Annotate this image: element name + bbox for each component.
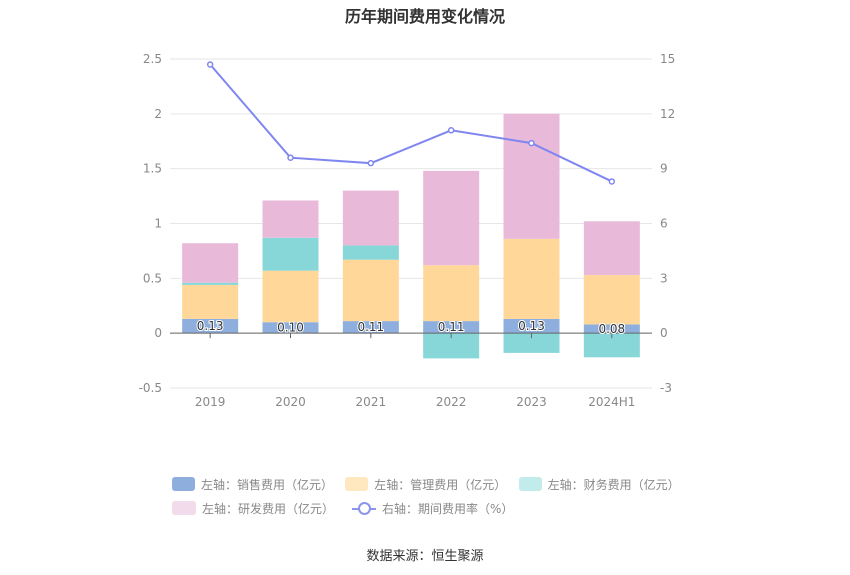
y-left-tick-label: 0.5 bbox=[143, 271, 162, 285]
bar-segment-1 bbox=[503, 318, 560, 334]
legend-item-admin[interactable]: 左轴：管理费用（亿元） bbox=[345, 476, 507, 493]
data-label: 0.13 bbox=[197, 319, 224, 333]
bar-segment-2 bbox=[423, 265, 480, 322]
y-right-tick-label: 12 bbox=[660, 107, 675, 121]
legend-label-finance: 左轴：财务费用（亿元） bbox=[547, 477, 680, 492]
x-tick-label: 2020 bbox=[275, 395, 306, 409]
legend-item-finance[interactable]: 左轴：财务费用（亿元） bbox=[518, 476, 680, 493]
y-right-tick-label: 0 bbox=[660, 326, 668, 340]
legend-row-2: 左轴：研发费用（亿元） 右轴：期间费用率（%） bbox=[172, 496, 692, 520]
expense-rate-point bbox=[287, 154, 294, 161]
bar-segment-2 bbox=[182, 284, 239, 319]
bar-segment-4 bbox=[182, 243, 239, 283]
bar-segment-2 bbox=[503, 238, 560, 319]
legend-swatch-sales bbox=[172, 477, 195, 491]
legend-item-expense-rate[interactable]: 右轴：期间费用率（%） bbox=[352, 500, 513, 517]
legend-line-icon bbox=[352, 501, 377, 515]
expense-rate-point bbox=[447, 127, 455, 134]
y-right-tick-label: 9 bbox=[660, 162, 668, 176]
x-tick-label: 2021 bbox=[356, 395, 387, 409]
data-source: 数据来源：恒生聚源 bbox=[366, 549, 484, 564]
legend-swatch-finance bbox=[518, 477, 542, 491]
y-left-tick-label: -0.5 bbox=[139, 381, 162, 395]
bar-segment-1 bbox=[182, 318, 239, 334]
data-label: 0.13 bbox=[518, 319, 545, 333]
bar-segment-2 bbox=[262, 270, 319, 323]
legend-label-sales: 左轴：销售费用（亿元） bbox=[200, 477, 333, 492]
bar-segment-4 bbox=[262, 200, 319, 238]
bar-segment-3 bbox=[342, 245, 399, 260]
bar-segment-2 bbox=[342, 259, 399, 322]
bar-segment-4 bbox=[583, 221, 640, 276]
bar-segment-1 bbox=[342, 321, 399, 334]
legend-item-sales[interactable]: 左轴：销售费用（亿元） bbox=[172, 476, 333, 493]
y-left-tick-label: 0 bbox=[154, 326, 162, 340]
x-tick-label: 2022 bbox=[436, 395, 467, 409]
expense-rate-line bbox=[209, 63, 613, 183]
bar-segment-1 bbox=[423, 321, 480, 334]
legend-swatch-rnd bbox=[172, 501, 196, 515]
expense-rate-point bbox=[608, 178, 616, 185]
bar-segment-2 bbox=[583, 275, 640, 325]
y-left-tick-label: 2 bbox=[154, 107, 162, 121]
chart-canvas: -0.5 0 0.5 1 1.5 2 2.5 -3 0 3 6 9 12 15 2019 2020 2021 20… bbox=[139, 52, 676, 409]
bar-segment-4 bbox=[503, 113, 560, 239]
bar-segment-1 bbox=[262, 322, 319, 334]
y-right-tick-label: 15 bbox=[660, 52, 675, 66]
y-right-tick-label: 6 bbox=[660, 217, 668, 231]
legend-item-rnd[interactable]: 左轴：研发费用（亿元） bbox=[172, 500, 334, 517]
chart-legend: 左轴：销售费用（亿元） 左轴：管理费用（亿元） 左轴：财务费用（亿元） 左轴：研… bbox=[172, 472, 692, 520]
data-label: 0.10 bbox=[277, 321, 304, 335]
bar-segment-1 bbox=[583, 324, 640, 334]
legend-swatch-admin bbox=[345, 477, 369, 491]
bar-segment-3 bbox=[262, 237, 319, 271]
bar-segment-4 bbox=[423, 170, 480, 266]
y-left-tick-label: 1 bbox=[154, 217, 162, 231]
x-tick-label: 2024H1 bbox=[588, 395, 635, 409]
legend-label-expense-rate: 右轴：期间费用率（%） bbox=[382, 501, 514, 516]
expense-rate-point bbox=[528, 139, 535, 147]
legend-label-admin: 左轴：管理费用（亿元） bbox=[374, 477, 507, 492]
bar-segment-3 bbox=[182, 282, 239, 285]
y-left-tick-label: 2.5 bbox=[143, 52, 162, 66]
data-label: 0.11 bbox=[438, 320, 465, 334]
expense-rate-point bbox=[206, 61, 214, 68]
x-tick-label: 2023 bbox=[516, 395, 547, 409]
y-left-tick-label: 1.5 bbox=[143, 162, 162, 176]
bar-segment-3 bbox=[503, 333, 560, 353]
legend-label-rnd: 左轴：研发费用（亿元） bbox=[202, 501, 335, 516]
expense-rate-point bbox=[367, 159, 375, 167]
x-tick-label: 2019 bbox=[195, 395, 226, 409]
data-label: 0.08 bbox=[598, 322, 625, 336]
chart-title: 历年期间费用变化情况 bbox=[344, 7, 505, 26]
data-label: 0.11 bbox=[357, 320, 384, 334]
legend-row-1: 左轴：销售费用（亿元） 左轴：管理费用（亿元） 左轴：财务费用（亿元） bbox=[172, 472, 692, 496]
y-right-tick-label: 3 bbox=[660, 271, 668, 285]
y-right-tick-label: -3 bbox=[660, 381, 672, 395]
bar-segment-4 bbox=[342, 190, 399, 246]
